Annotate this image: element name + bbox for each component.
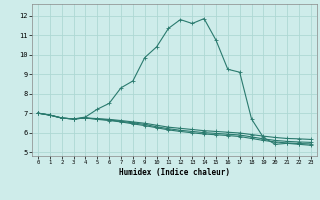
X-axis label: Humidex (Indice chaleur): Humidex (Indice chaleur): [119, 168, 230, 177]
